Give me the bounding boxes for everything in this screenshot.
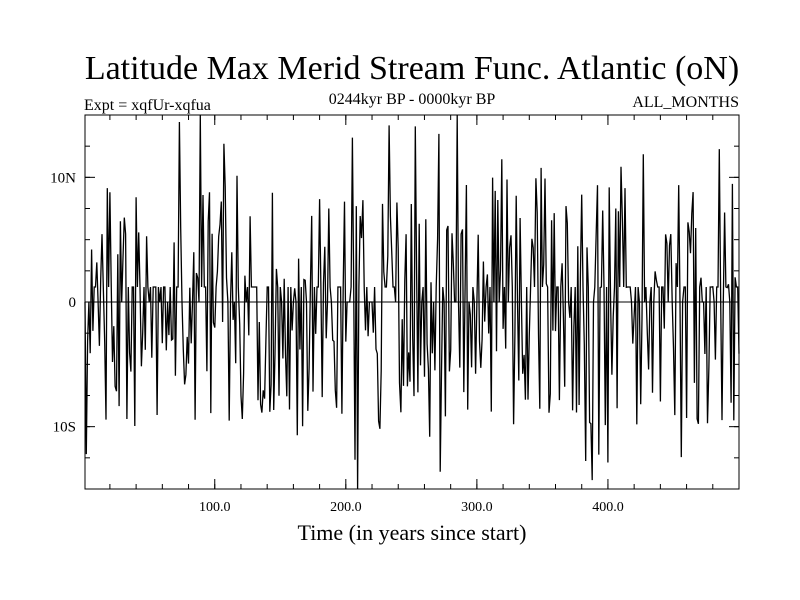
x-tick-label: 300.0	[461, 500, 493, 515]
x-tick-label: 100.0	[199, 500, 231, 515]
x-axis-label: Time (in years since start)	[298, 520, 527, 545]
y-tick-label: 10N	[50, 170, 76, 186]
y-tick-label: 0	[69, 295, 77, 311]
series-line	[84, 114, 740, 490]
period-label: 0244kyr BP - 0000kyr BP	[329, 91, 496, 108]
season-label: ALL_MONTHS	[632, 94, 739, 111]
x-tick-label: 400.0	[592, 500, 624, 515]
x-tick-label: 200.0	[330, 500, 362, 515]
chart-title: Latitude Max Merid Stream Func. Atlantic…	[85, 50, 739, 87]
experiment-label: Expt = xqfUr-xqfua	[84, 97, 211, 114]
plot-area: 10N 0 10S 100.0 200.0 300.0 400.0	[50, 114, 740, 515]
y-tick-label: 10S	[53, 420, 76, 436]
